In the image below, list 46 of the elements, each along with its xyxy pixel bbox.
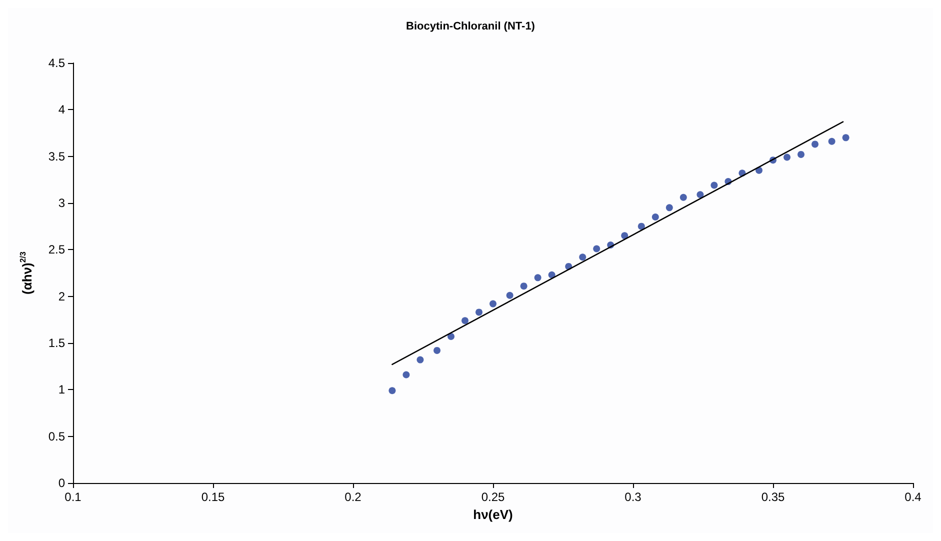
point [784,154,790,161]
point [548,271,556,278]
y-tick-label: 2.5 [48,242,66,257]
point [798,150,804,158]
y-tick-label: 2 [58,289,66,304]
x-tick-label: 0.4 [904,490,922,504]
point [680,194,687,201]
x-axis-title: hν(eV) [473,507,513,522]
point [534,274,542,282]
point [652,214,659,220]
point [828,138,836,145]
y-axis-title: (αhν)2/3 [18,250,34,294]
point [579,254,586,261]
point [520,282,528,290]
x-tick-label: 0.35 [761,490,785,504]
y-tick-label: 3 [58,196,66,210]
x-tick-label: 0.25 [481,490,505,504]
y-tick-label: 1 [58,382,66,397]
chart-title: Biocytin-Chloranil (NT-1) [406,20,536,32]
point [476,308,482,316]
point [462,317,468,324]
x-tick-label: 0.15 [201,490,225,504]
x-tick-label: 0.3 [624,490,642,504]
point [666,204,673,212]
point [402,371,410,378]
point [710,182,718,189]
y-tick-label: 1.5 [48,336,66,350]
point [621,232,628,240]
point [416,356,424,364]
x-tick-label: 0.1 [64,490,82,504]
point [593,245,600,252]
point [696,191,704,198]
x-tick-label: 0.2 [344,490,362,504]
point [506,292,514,299]
point [448,332,454,340]
point [812,140,818,148]
y-tick-label: 4.5 [48,56,66,70]
y-tick-label: 3.5 [48,149,66,164]
point [388,387,396,394]
y-tick-label: 0 [58,476,66,490]
point [638,222,645,230]
point [842,134,850,142]
y-tick-label: 0.5 [48,429,66,444]
point [490,300,496,308]
y-tick-label: 4 [58,102,66,117]
point [434,346,440,354]
